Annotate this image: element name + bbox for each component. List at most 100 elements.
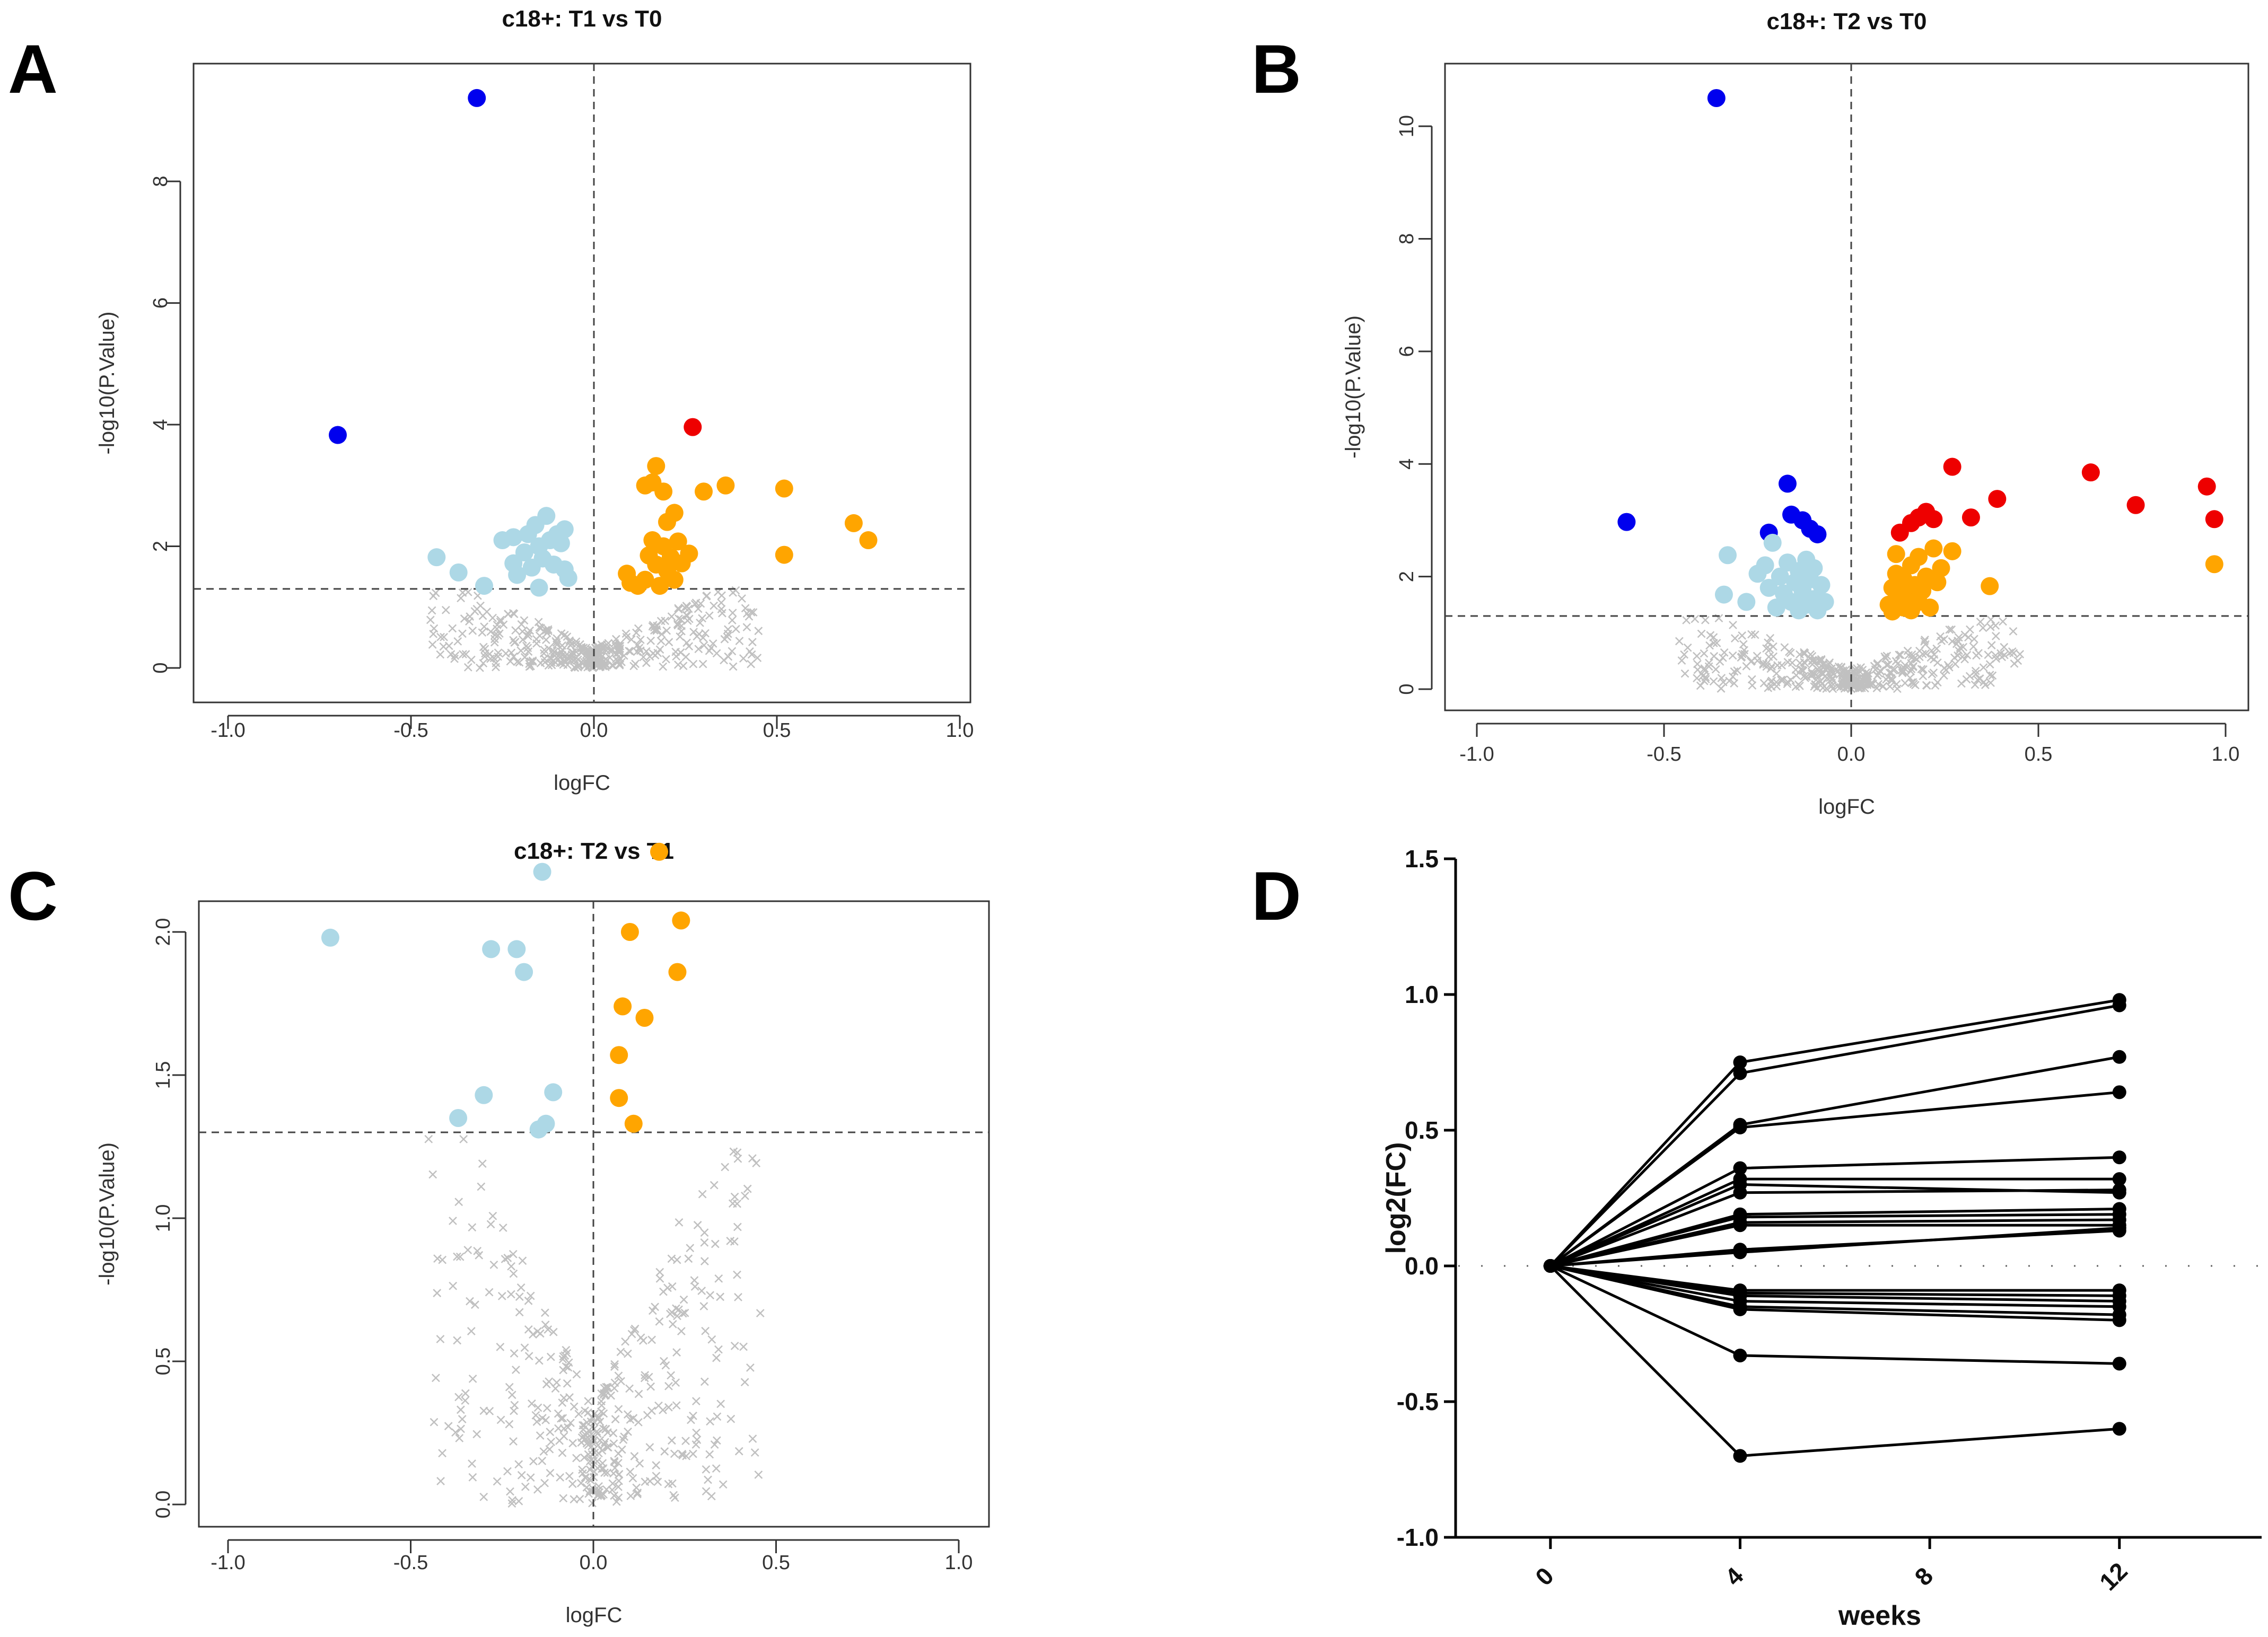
- nonsig-point: [538, 1457, 547, 1465]
- nonsig-point: [478, 628, 487, 637]
- volcano-plot-c: c18+: T2 vs T1 -1.0 -0.5 0.0 0.5 1.0 logFC 0.0 0…: [95, 838, 990, 1627]
- nonsig-point: [734, 1447, 743, 1456]
- nonsig-point: [436, 1477, 445, 1485]
- point-orange: [1943, 542, 1961, 560]
- nonsig-point: [582, 1418, 591, 1427]
- nonsig-point: [547, 1438, 556, 1446]
- point-orange: [665, 570, 684, 589]
- nonsig-point: [1898, 668, 1907, 677]
- point-orange: [680, 544, 698, 563]
- panel-label-c: C: [8, 857, 58, 935]
- nonsig-point: [754, 1470, 763, 1479]
- nonsig-point: [1972, 651, 1981, 660]
- nonsig-point: [712, 1353, 721, 1362]
- nonsig-point: [730, 1237, 739, 1246]
- nonsig-point: [1957, 679, 1966, 688]
- nonsig-point: [1720, 648, 1729, 657]
- point-red: [1943, 457, 1961, 476]
- nonsig-point: [731, 586, 740, 595]
- nonsig-point: [647, 1406, 656, 1415]
- point-orange: [1981, 577, 1999, 595]
- nonsig-point: [1940, 635, 1949, 644]
- panel-label-d: D: [1251, 857, 1301, 935]
- nonsig-point: [731, 624, 740, 633]
- nonsig-point: [672, 1348, 681, 1357]
- nonsig-point: [476, 663, 484, 672]
- nonsig-point: [1945, 625, 1954, 634]
- nonsig-point: [535, 631, 544, 640]
- nonsig-point: [650, 626, 659, 635]
- nonsig-point: [490, 638, 499, 647]
- nonsig-point: [1693, 665, 1702, 674]
- nonsig-point: [599, 1464, 608, 1473]
- nonsig-point: [502, 649, 510, 658]
- nonsig-point: [512, 1366, 520, 1374]
- nonsig-point: [699, 1302, 708, 1310]
- nonsig-point: [499, 620, 508, 629]
- nonsig-point: [520, 653, 529, 662]
- series-light-blue: [427, 507, 577, 597]
- y-tick-label: 4: [1396, 459, 1418, 470]
- nonsig-point: [694, 604, 703, 613]
- nonsig-point: [540, 1308, 549, 1317]
- point-light-blue: [1767, 599, 1785, 617]
- nonsig-point: [747, 650, 756, 659]
- nonsig-point: [1921, 640, 1930, 649]
- nonsig-point: [752, 1159, 761, 1167]
- nonsig-point: [603, 1443, 612, 1452]
- nonsig-point: [572, 1454, 581, 1463]
- nonsig-point: [523, 632, 532, 640]
- plot-frame: [1444, 63, 2249, 711]
- nonsig-point: [610, 1360, 619, 1369]
- nonsig-point: [542, 629, 551, 638]
- point-orange: [2205, 555, 2223, 574]
- nonsig-point: [516, 646, 526, 655]
- point-orange: [695, 482, 713, 501]
- nonsig-point: [1937, 637, 1946, 645]
- nonsig-point: [714, 1345, 723, 1354]
- series-blue: [1617, 89, 1827, 543]
- nonsig-point: [566, 641, 575, 650]
- nonsig-point: [1792, 671, 1801, 680]
- nonsig-point: [614, 1470, 623, 1479]
- nonsig-point: [686, 1244, 695, 1253]
- nonsig-point: [1815, 656, 1824, 664]
- nonsig-point: [645, 652, 654, 661]
- nonsig-point: [617, 1445, 626, 1454]
- nonsig-point: [623, 1349, 632, 1358]
- nonsig-point: [690, 1282, 699, 1291]
- nonsig-point: [714, 1274, 723, 1283]
- nonsig-point: [738, 594, 746, 603]
- series-point: [1733, 1066, 1747, 1080]
- nonsig-point: [612, 1497, 621, 1506]
- nonsig-point: [677, 627, 686, 636]
- nonsig-point: [687, 1415, 695, 1424]
- nonsig-point: [2013, 656, 2022, 665]
- nonsig-point: [568, 1439, 577, 1448]
- nonsig-point: [1696, 681, 1705, 690]
- nonsig-point: [1999, 617, 2007, 626]
- nonsig-point: [1939, 671, 1948, 680]
- nonsig-point: [1709, 639, 1718, 647]
- nonsig-point: [672, 1401, 681, 1410]
- nonsig-point: [544, 1325, 553, 1334]
- nonsig-point: [559, 1366, 568, 1375]
- x-tick-label: 1.0: [946, 719, 974, 742]
- nonsig-point: [593, 1429, 602, 1438]
- nonsig-point: [480, 652, 489, 661]
- nonsig-point: [689, 1411, 697, 1420]
- point-light-blue: [508, 566, 527, 584]
- nonsig-point: [457, 594, 465, 603]
- nonsig-point: [1680, 650, 1688, 659]
- nonsig-point: [756, 1309, 765, 1318]
- nonsig-point: [503, 1254, 512, 1262]
- nonsig-point: [1910, 680, 1918, 689]
- y-tick-label: 1.5: [1405, 845, 1439, 873]
- nonsig-point: [2016, 650, 2025, 658]
- series-m3: [1543, 1050, 2126, 1273]
- nonsig-point: [1948, 637, 1957, 646]
- x-tick-label: 0.0: [580, 719, 608, 742]
- nonsig-point: [1700, 649, 1709, 658]
- nonsig-point: [619, 1435, 628, 1444]
